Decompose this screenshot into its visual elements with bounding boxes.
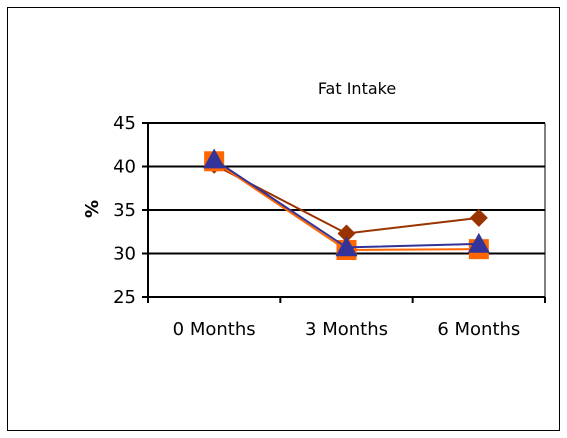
- x-category-label: 6 Months: [437, 319, 520, 340]
- y-axis-title: %: [82, 200, 103, 218]
- series-line-diamond: [213, 163, 479, 235]
- series-layer: [203, 148, 490, 261]
- x-category-label: 0 Months: [173, 319, 256, 340]
- chart-title: Fat Intake: [318, 79, 396, 98]
- tick-labels: 25 30 35 40 45 0 Months 3 Months 6 Months: [113, 113, 520, 340]
- series-triangle: [203, 148, 490, 257]
- y-tick-label-30: 30: [113, 244, 136, 265]
- series-diamond: [205, 155, 488, 243]
- point-diamond-2: [469, 208, 488, 227]
- point-triangle-0: [203, 148, 226, 169]
- y-tick-label-45: 45: [113, 113, 136, 134]
- axes: [142, 122, 546, 303]
- point-triangle-2: [467, 232, 490, 253]
- y-tick-label-25: 25: [113, 287, 136, 308]
- y-tick-label-35: 35: [113, 200, 136, 221]
- point-diamond-1: [337, 224, 356, 243]
- x-category-label: 3 Months: [305, 319, 388, 340]
- point-triangle-1: [335, 236, 358, 257]
- y-tick-label-40: 40: [113, 157, 136, 178]
